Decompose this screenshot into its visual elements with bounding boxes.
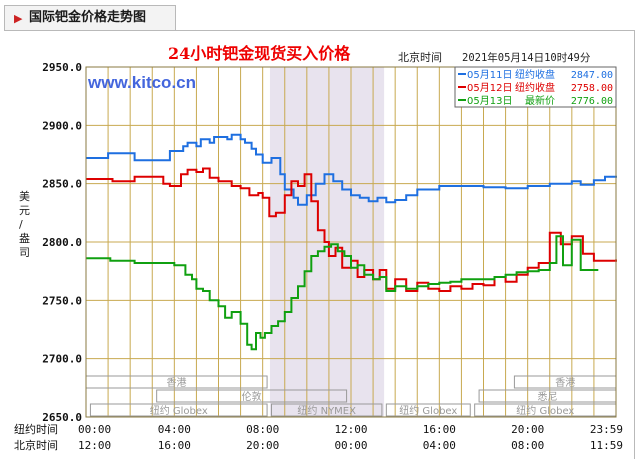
legend-desc: 最新价 — [525, 94, 555, 107]
legend-entry: 05月11日 纽约收盘 2847.00 — [458, 68, 613, 81]
x-tick-label: 20:00 — [246, 439, 279, 452]
x-tick-label: 08:00 — [246, 423, 279, 436]
series-line-3 — [86, 235, 599, 351]
header-divider — [4, 30, 635, 31]
session-box — [271, 403, 383, 417]
chart-title: 24小时钯金现货买入价格 — [168, 44, 351, 63]
x-row-label: 纽约时间 — [14, 422, 58, 436]
legend-value: 2847.00 — [571, 70, 613, 81]
play-arrow-icon: ▶ — [14, 12, 23, 25]
x-tick-label: 16:00 — [158, 439, 191, 452]
x-tick-label: 04:00 — [158, 423, 191, 436]
y-tick-label: 2650.0 — [42, 411, 82, 424]
session-label: 悉尼 — [538, 391, 558, 403]
legend-entry: 05月13日 最新价 2776.00 — [458, 94, 613, 107]
x-tick-label: 11:59 — [590, 439, 623, 452]
legend-date: 05月13日 — [467, 95, 512, 107]
x-row-label: 北京时间 — [14, 438, 58, 452]
session-label: 纽约 NYMEX — [297, 404, 356, 417]
session-label: 纽约 Globex — [150, 404, 208, 417]
x-tick-label: 12:00 — [78, 439, 111, 452]
x-tick-label: 00:00 — [78, 423, 111, 436]
y-tick-label: 2800.0 — [42, 236, 82, 249]
x-tick-label: 04:00 — [423, 439, 456, 452]
series-line-2 — [86, 167, 617, 292]
y-tick-label: 2900.0 — [42, 119, 82, 132]
legend-value: 2758.00 — [571, 83, 613, 94]
y-tick-label: 2950.0 — [42, 61, 82, 74]
session-box — [385, 403, 471, 417]
plot-frame — [85, 66, 617, 418]
watermark: www.kitco.cn — [87, 73, 196, 92]
legend-entry: 05月12日 纽约收盘 2758.00 — [458, 81, 613, 94]
session-label: 伦敦 — [242, 390, 262, 403]
y-tick-label: 2750.0 — [42, 294, 82, 307]
legend-desc: 纽约收盘 — [515, 68, 555, 81]
timezone-label: 北京时间 — [398, 50, 442, 64]
legend-desc: 纽约收盘 — [515, 81, 555, 94]
legend-value: 2776.00 — [571, 96, 613, 107]
legend-date: 05月12日 — [467, 82, 512, 94]
session-label: 香港 — [555, 377, 575, 389]
y-axis-label: 美元/盎司 — [19, 190, 30, 259]
legend-date: 05月11日 — [467, 69, 512, 81]
legend-box — [454, 66, 617, 108]
y-tick-label: 2850.0 — [42, 178, 82, 191]
session-bracket: 纽约 Globex — [385, 403, 471, 417]
x-tick-label: 00:00 — [334, 439, 367, 452]
session-bracket: 纽约 Globex — [89, 403, 268, 417]
x-tick-label: 08:00 — [511, 439, 544, 452]
header-tab: ▶ 国际钯金价格走势图 — [4, 5, 176, 31]
session-label: 纽约 Globex — [399, 404, 457, 417]
session-box — [89, 403, 268, 417]
x-tick-label: 23:59 — [590, 423, 623, 436]
timestamp: 2021年05月14日10时49分 — [462, 51, 591, 64]
x-tick-label: 16:00 — [423, 423, 456, 436]
x-tick-label: 12:00 — [334, 423, 367, 436]
x-tick-label: 20:00 — [511, 423, 544, 436]
session-bracket: 纽约 NYMEX — [271, 403, 383, 417]
series-line-1 — [86, 133, 617, 206]
page-title: 国际钯金价格走势图 — [29, 10, 147, 25]
session-bracket: 伦敦 — [156, 389, 348, 403]
session-label: 香港 — [167, 377, 187, 389]
session-box — [156, 389, 348, 403]
y-tick-label: 2700.0 — [42, 353, 82, 366]
session-label: 纽约 Globex — [516, 404, 574, 417]
